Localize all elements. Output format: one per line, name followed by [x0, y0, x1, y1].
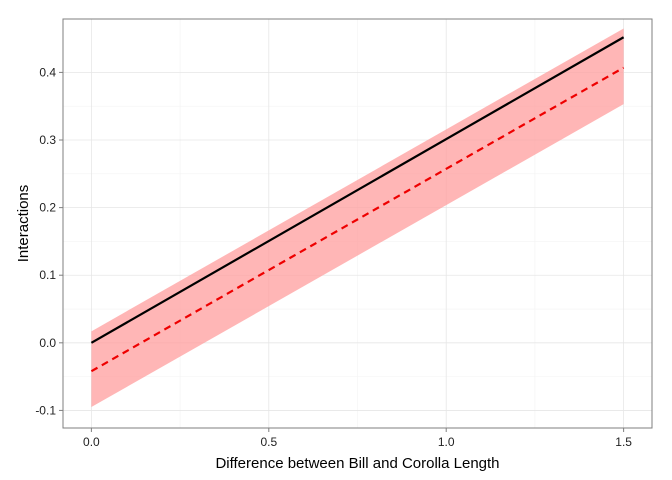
x-tick-label: 0.5 [260, 435, 277, 449]
y-tick-label: 0.3 [39, 133, 56, 147]
plot-panel-border [62, 18, 653, 429]
series-layer [90, 36, 625, 373]
y-tick-label: 0.2 [39, 201, 56, 215]
axis-tick-marks [59, 71, 625, 432]
x-tick-label: 1.5 [615, 435, 632, 449]
y-tick-label: 0.1 [39, 268, 56, 282]
solid-fit-line [90, 36, 625, 344]
y-tick-labels: -0.1 0.0 0.1 0.2 0.3 0.4 [35, 65, 56, 417]
y-tick-label: -0.1 [35, 403, 56, 417]
y-axis-title: Interactions [15, 185, 32, 263]
x-tick-labels: 0.0 0.5 1.0 1.5 [83, 435, 632, 449]
y-tick-label: 0.0 [39, 336, 56, 350]
dashed-fit-line [90, 66, 625, 373]
x-axis-title: Difference between Bill and Corolla Leng… [215, 455, 499, 472]
y-tick-label: 0.4 [39, 65, 56, 79]
confidence-band-layer [91, 28, 624, 408]
confidence-band [91, 28, 624, 408]
x-tick-label: 0.0 [83, 435, 100, 449]
x-tick-label: 1.0 [438, 435, 455, 449]
